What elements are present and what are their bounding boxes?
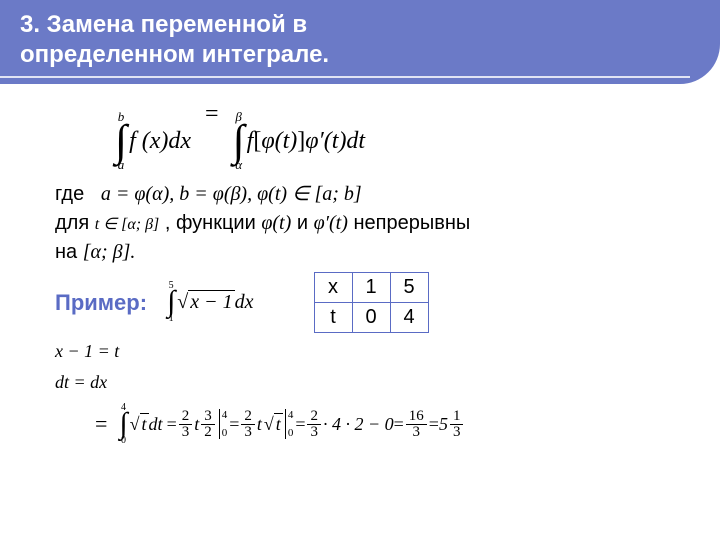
example-label: Пример: — [55, 290, 147, 316]
frac-1: 2 3 — [179, 409, 193, 440]
final-int: 5 — [439, 414, 448, 435]
title-line-1: 3. Замена переменной в — [20, 11, 307, 38]
for-label: для — [55, 212, 89, 234]
sqrt-icon: x − 1 — [175, 291, 234, 314]
title-line-2: определенном интеграле. — [20, 41, 329, 68]
rhs-phi-prime: φ′(t)dt — [305, 129, 365, 153]
ex-root-body: x − 1 — [188, 290, 234, 313]
for-label-2: , функции — [165, 212, 256, 234]
frac-2: 2 3 — [241, 409, 255, 440]
tbl-r2c3: 4 — [390, 303, 428, 333]
eval-bar-1: 4 0 — [219, 409, 228, 439]
tbl-r1c1: x — [314, 273, 352, 303]
tbl-r2c2: 0 — [352, 303, 390, 333]
where-math: a = φ(α), b = φ(β), φ(t) ∈ [a; b] — [101, 183, 362, 205]
sol-eq-1: = — [95, 411, 107, 437]
header-title: 3. Замена переменной в определенном инте… — [20, 10, 700, 70]
for-label-4: непрерывны — [353, 212, 470, 234]
on-math: [α; β]. — [83, 241, 136, 263]
integral-sign-lhs: b ∫ a — [115, 110, 127, 171]
tbl-r1c3: 5 — [390, 273, 428, 303]
for-math-3: φ′(t) — [314, 212, 348, 234]
lhs-body: f (x)dx — [129, 129, 191, 153]
tbl-r2c1: t — [314, 303, 352, 333]
eval-bar-2: 4 0 — [285, 409, 294, 439]
sol-mult: · 4 · 2 − 0 — [323, 414, 394, 435]
substitution-eq: x − 1 = t — [55, 341, 680, 362]
example-row: Пример: 5 ∫ 1 x − 1 dx x 1 5 t 0 4 — [55, 272, 680, 333]
slide-content: b ∫ a f (x)dx = β ∫ α f [φ(t)] φ′(t)dt г… — [0, 84, 720, 466]
sol-sqrt-2: t — [262, 414, 283, 435]
on-line: на [α; β]. — [55, 241, 680, 264]
header-underline — [0, 76, 690, 78]
integral-sign-rhs: β ∫ α — [233, 110, 245, 171]
for-line: для t ∈ [α; β] , функции φ(t) и φ′(t) не… — [55, 212, 680, 235]
for-math-2: φ(t) — [261, 212, 291, 234]
example-int-sign: 5 ∫ 1 — [167, 281, 175, 324]
rhs-lower-limit: α — [235, 158, 242, 171]
example-integral: 5 ∫ 1 x − 1 dx — [167, 281, 253, 324]
ex-lower: 1 — [169, 314, 174, 324]
slide-header: 3. Замена переменной в определенном инте… — [0, 0, 720, 84]
sol-sqrt-1: t — [128, 414, 149, 435]
tbl-r1c2: 1 — [352, 273, 390, 303]
where-label: где — [55, 183, 84, 205]
ex-dx: dx — [235, 291, 254, 314]
rhs-f: f — [247, 129, 254, 153]
on-label: на — [55, 241, 77, 263]
for-math-1: t ∈ [α; β] — [95, 216, 160, 233]
for-label-3: и — [297, 212, 308, 234]
frac-3: 2 3 — [307, 409, 321, 440]
sol-int-sign: 4 ∫ 0 — [119, 403, 127, 446]
lhs-lower-limit: a — [118, 158, 125, 171]
frac-4: 16 3 — [406, 409, 427, 440]
diff-eq: dt = dx — [55, 372, 680, 393]
substitution-table: x 1 5 t 0 4 — [314, 272, 429, 333]
final-frac: 1 3 — [450, 409, 464, 440]
sol-lower: 0 — [121, 436, 126, 446]
exp-frac: 3 2 — [201, 409, 215, 440]
where-line: где a = φ(α), b = φ(β), φ(t) ∈ [a; b] — [55, 181, 680, 206]
rhs-phi-t: φ(t) — [261, 129, 297, 153]
equals-sign: = — [205, 101, 219, 127]
main-formula: b ∫ a f (x)dx = β ∫ α f [φ(t)] φ′(t)dt — [115, 102, 680, 171]
solution-row: = 4 ∫ 0 t dt = 2 3 t 3 2 4 0 = 2 3 tt 4 … — [55, 403, 680, 446]
